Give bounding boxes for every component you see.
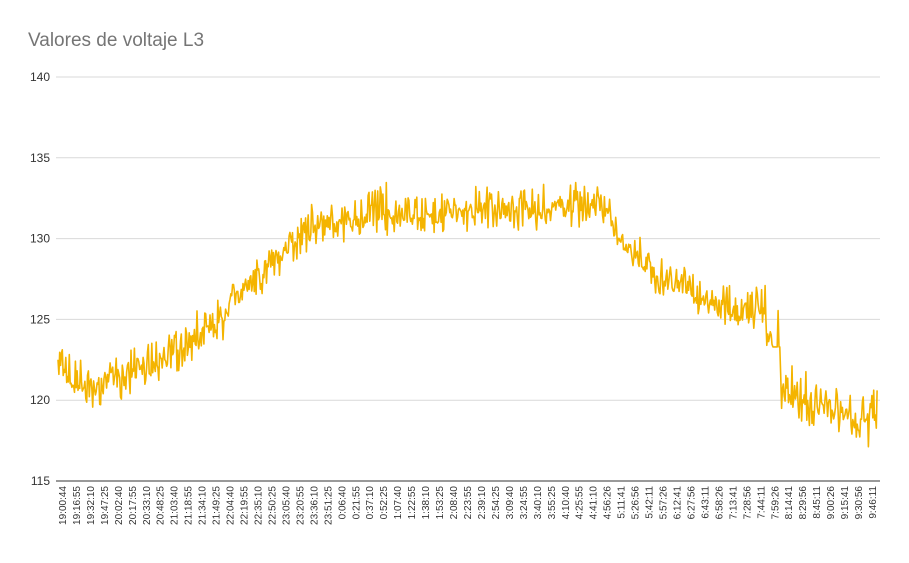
- y-axis-tick-labels: 115 120 125 130 135 140: [30, 70, 50, 488]
- x-tick-label: 7:13:41: [728, 486, 739, 520]
- x-tick-label: 7:28:56: [742, 486, 753, 520]
- x-tick-label: 8:14:41: [784, 486, 795, 520]
- x-tick-label: 5:26:56: [631, 486, 642, 520]
- x-tick-label: 1:38:10: [421, 486, 432, 520]
- x-tick-label: 22:19:55: [240, 486, 251, 525]
- x-tick-label: 20:33:10: [142, 486, 153, 525]
- y-tick-label: 135: [30, 151, 50, 165]
- x-tick-label: 2:23:55: [463, 486, 474, 520]
- x-tick-label: 0:52:25: [379, 486, 390, 520]
- x-tick-label: 23:51:25: [323, 486, 334, 525]
- x-tick-label: 4:10:40: [561, 486, 572, 520]
- x-tick-label: 23:05:40: [281, 486, 292, 525]
- x-tick-label: 1:07:40: [393, 486, 404, 520]
- x-tick-label: 1:22:55: [407, 486, 418, 520]
- x-tick-label: 2:08:40: [449, 486, 460, 520]
- x-tick-label: 19:00:44: [58, 486, 69, 525]
- x-tick-label: 1:53:25: [435, 486, 446, 520]
- x-tick-label: 4:41:10: [589, 486, 600, 520]
- x-tick-label: 19:47:25: [100, 486, 111, 525]
- x-tick-label: 4:56:26: [603, 486, 614, 520]
- x-tick-label: 23:36:10: [309, 486, 320, 525]
- y-tick-label: 130: [30, 232, 50, 246]
- x-tick-label: 7:44:11: [756, 486, 767, 519]
- x-tick-label: 6:58:26: [714, 486, 725, 520]
- x-tick-label: 2:39:10: [477, 486, 488, 520]
- x-tick-label: 21:03:40: [170, 486, 181, 525]
- gridlines: [56, 76, 880, 482]
- x-tick-label: 6:27:56: [686, 486, 697, 520]
- x-tick-label: 7:59:26: [770, 486, 781, 520]
- x-tick-label: 5:11:41: [617, 486, 628, 519]
- x-tick-label: 21:34:10: [198, 486, 209, 525]
- x-tick-label: 0:21:55: [351, 486, 362, 520]
- x-tick-label: 5:42:11: [645, 486, 656, 519]
- x-tick-label: 0:06:40: [337, 486, 348, 520]
- x-tick-label: 8:29:56: [798, 486, 809, 520]
- x-tick-label: 4:25:55: [575, 486, 586, 520]
- x-tick-label: 22:35:10: [254, 486, 265, 525]
- x-tick-label: 3:55:25: [547, 486, 558, 520]
- x-tick-label: 23:20:55: [295, 486, 306, 525]
- y-tick-label: 120: [30, 393, 50, 407]
- x-tick-label: 9:15:41: [840, 486, 851, 520]
- y-tick-label: 115: [31, 474, 50, 488]
- x-tick-label: 2:54:25: [491, 486, 502, 520]
- x-tick-label: 3:40:10: [533, 486, 544, 520]
- x-tick-label: 6:12:41: [672, 486, 683, 520]
- x-tick-label: 9:30:56: [854, 486, 865, 520]
- x-tick-label: 9:46:11: [868, 486, 879, 519]
- x-tick-label: 20:17:55: [128, 486, 139, 525]
- y-tick-label: 140: [30, 70, 50, 84]
- y-tick-label: 125: [30, 312, 50, 326]
- x-tick-label: 20:48:25: [156, 486, 167, 525]
- x-tick-label: 22:50:25: [267, 486, 278, 525]
- x-tick-label: 3:09:40: [505, 486, 516, 520]
- x-tick-label: 0:37:10: [365, 486, 376, 520]
- chart-title: Valores de voltaje L3: [28, 30, 205, 51]
- x-tick-label: 22:04:40: [226, 486, 237, 525]
- series-line: [57, 181, 878, 448]
- x-axis-tick-labels: 19:00:44 19:16:55 19:32:10 19:47:25 20:02:40…: [58, 486, 879, 525]
- x-tick-label: 9:00:26: [826, 486, 837, 520]
- series-group: [57, 181, 878, 448]
- x-tick-label: 21:49:25: [212, 486, 223, 525]
- x-tick-label: 21:18:55: [184, 486, 195, 525]
- x-tick-label: 19:16:55: [72, 486, 83, 525]
- x-tick-label: 20:02:40: [114, 486, 125, 525]
- x-tick-label: 5:57:26: [659, 486, 670, 520]
- x-tick-label: 6:43:11: [700, 486, 711, 519]
- x-tick-label: 8:45:11: [812, 486, 823, 519]
- x-tick-label: 3:24:55: [519, 486, 530, 520]
- x-tick-label: 19:32:10: [86, 486, 97, 525]
